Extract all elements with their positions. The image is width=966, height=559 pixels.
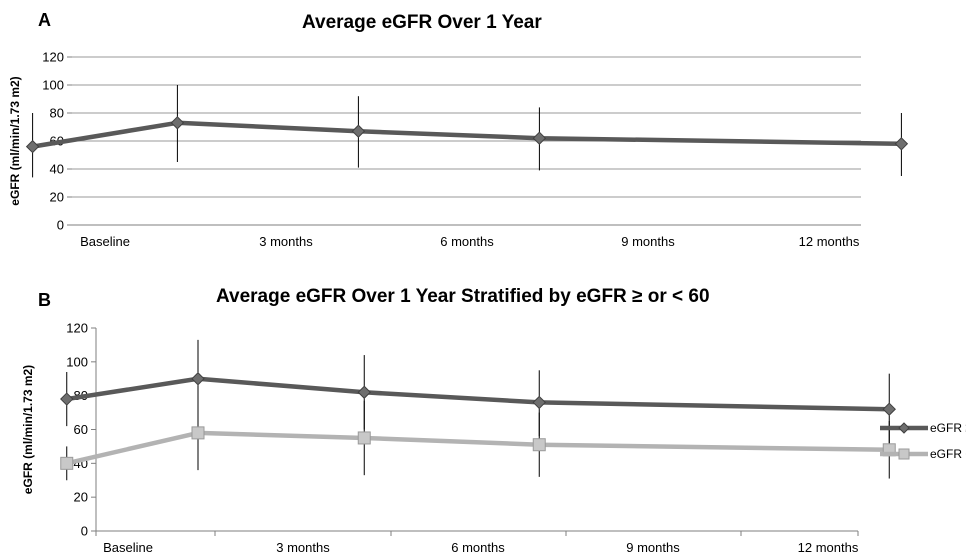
data-point-marker — [60, 456, 74, 470]
panel-label: A — [38, 10, 51, 30]
y-tick-label: 0 — [81, 524, 88, 539]
y-axis-title: eGFR (ml/min/1.73 m2) — [21, 365, 35, 494]
y-tick-label: 0 — [57, 218, 64, 233]
data-point-marker — [357, 431, 371, 445]
x-tick-label: 12 months — [798, 540, 859, 555]
data-point-marker — [357, 385, 371, 399]
x-tick-label: 9 months — [621, 234, 675, 249]
legend-marker — [898, 448, 910, 460]
y-tick-label: 40 — [50, 162, 64, 177]
x-tick-label: 6 months — [440, 234, 494, 249]
legend-label: eGFR ≥60 — [930, 421, 966, 435]
x-tick-label: 12 months — [799, 234, 860, 249]
data-point-marker — [532, 395, 546, 410]
x-tick-label: Baseline — [80, 234, 130, 249]
y-axis-title: eGFR (ml/min/1.73 m2) — [8, 76, 22, 205]
data-point-marker — [191, 372, 205, 386]
x-tick-label: 6 months — [451, 540, 505, 555]
x-tick-label: 9 months — [626, 540, 680, 555]
data-point-marker — [882, 402, 896, 416]
series-line — [66, 376, 890, 412]
y-tick-label: 100 — [42, 78, 64, 93]
data-point-marker — [894, 137, 909, 151]
panel-label: B — [38, 290, 51, 310]
data-point-marker — [532, 438, 546, 452]
y-tick-label: 120 — [42, 50, 64, 65]
legend-label: eGFR <60 — [930, 447, 966, 461]
y-tick-label: 120 — [66, 321, 88, 336]
y-tick-label: 60 — [74, 422, 88, 437]
chart-title: Average eGFR Over 1 Year — [302, 12, 542, 33]
series-line — [66, 430, 890, 466]
panel-b: B Average eGFR Over 1 Year Stratified by… — [0, 282, 966, 559]
data-point-marker — [25, 139, 40, 154]
data-point-marker — [532, 131, 547, 145]
y-tick-label: 100 — [66, 354, 88, 369]
data-point-marker — [60, 392, 74, 406]
y-tick-label: 20 — [74, 490, 88, 505]
panel-a: A Average eGFR Over 1 Year 0 20 40 60 80 100 1… — [0, 0, 966, 262]
series-line — [32, 120, 902, 149]
x-tick-label: 3 months — [276, 540, 330, 555]
y-tick-label: 80 — [50, 106, 64, 121]
y-tick-label: 20 — [50, 190, 64, 205]
data-point-marker — [191, 426, 205, 440]
data-point-marker — [170, 116, 185, 130]
legend-marker — [898, 422, 910, 434]
data-point-marker — [351, 124, 366, 138]
x-tick-label: 3 months — [259, 234, 313, 249]
chart-title: Average eGFR Over 1 Year Stratified by e… — [216, 286, 710, 307]
x-tick-label: Baseline — [103, 540, 153, 555]
